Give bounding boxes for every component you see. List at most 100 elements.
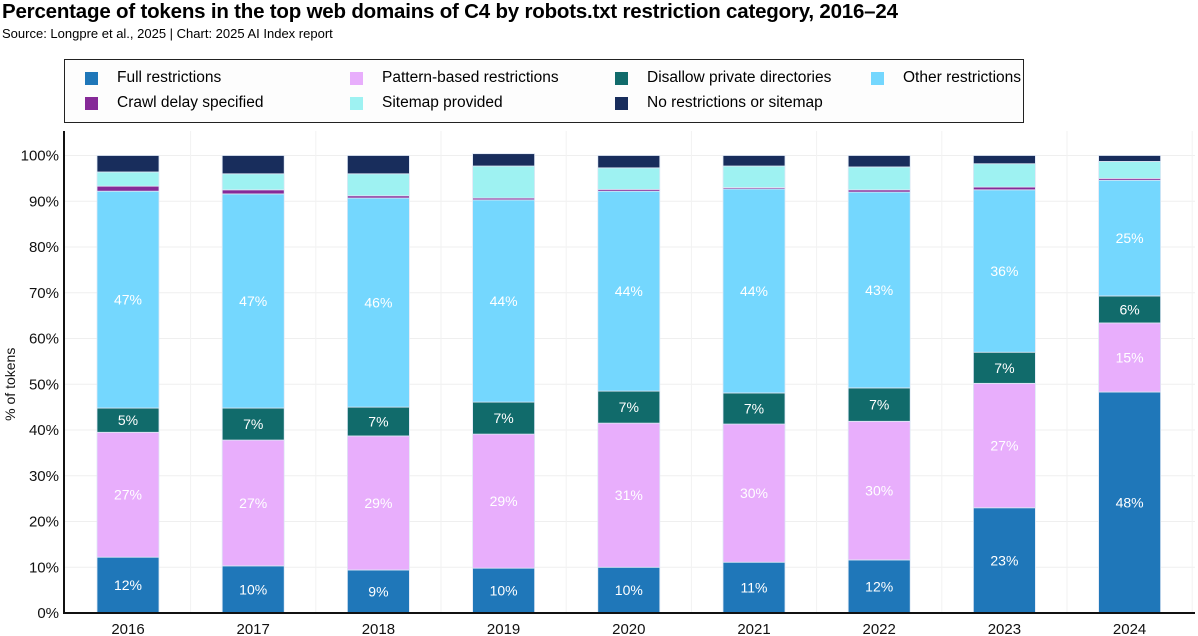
data-label: 47% [114, 292, 142, 308]
legend-label: Sitemap provided [382, 94, 503, 111]
data-label: 23% [990, 552, 1018, 568]
bar-segment [221, 407, 285, 441]
bar-segment [597, 167, 661, 190]
data-label: 9% [368, 583, 388, 599]
legend-item: Sitemap provided [350, 94, 503, 112]
axes: 0% 10% 20% 30% 40% 50% 60% 70% 80% 90% 100% 2016 201… [2, 131, 1195, 636]
bar-segment [597, 190, 661, 392]
data-label: 36% [990, 263, 1018, 279]
bar-segment [847, 155, 911, 168]
bar-segment [973, 155, 1036, 165]
data-label: 10% [239, 581, 267, 597]
bar-segment [346, 569, 410, 614]
bar-stack-2019: 10% 29% 7% 44% [472, 153, 536, 614]
bar-segment [221, 193, 285, 409]
bar-segment [973, 163, 1036, 188]
bar-segment [96, 185, 160, 192]
data-label: 10% [490, 583, 518, 599]
x-tick-label: 2021 [737, 621, 770, 636]
bar-segment [96, 556, 160, 614]
bar-segment [973, 351, 1036, 384]
bar-segment [1098, 155, 1161, 162]
legend-swatch [615, 96, 628, 110]
y-tick-label: 30% [29, 468, 59, 485]
legend-swatch [85, 71, 98, 85]
data-label: 44% [615, 283, 643, 299]
bar-segment [597, 422, 661, 568]
data-label: 29% [364, 495, 392, 511]
bar-segment [221, 173, 285, 191]
data-label: 44% [490, 293, 518, 309]
bar-segment [847, 387, 911, 422]
bar-segment [221, 439, 285, 567]
bar-segment [96, 407, 160, 433]
bar-stack-2018: 9% 29% 7% 46% [346, 155, 410, 614]
bar-segment [346, 197, 410, 408]
y-tick-label: 70% [29, 285, 59, 302]
y-tick-label: 80% [29, 239, 59, 256]
data-label: 5% [118, 412, 138, 428]
data-label: 7% [869, 397, 889, 413]
legend-label: Disallow private directories [647, 69, 832, 86]
data-label: 7% [744, 400, 764, 416]
bar-segment [472, 165, 536, 199]
bars: 12% 27% 5% 47% 10% 27% 7% 47% 9% 29% 7% 46% 10% 29% 7%… [96, 153, 1161, 614]
data-label: 47% [239, 293, 267, 309]
legend-swatch [350, 71, 363, 85]
bar-segment [96, 155, 160, 173]
bar-stack-2024: 48% 15% 6% 25% [1098, 155, 1161, 614]
data-label: 30% [740, 485, 768, 501]
y-tick-label: 60% [29, 331, 59, 348]
data-label: 25% [1116, 230, 1144, 246]
bar-segment [973, 507, 1036, 614]
data-label: 7% [619, 399, 639, 415]
bar-segment [1098, 179, 1161, 297]
bar-segment [96, 190, 160, 409]
bar-segment [346, 155, 410, 175]
y-tick-label: 90% [29, 193, 59, 210]
data-label: 43% [865, 282, 893, 298]
bar-segment [722, 423, 786, 563]
y-tick-label: 20% [29, 514, 59, 531]
bar-segment [221, 189, 285, 195]
data-label: 27% [114, 487, 142, 503]
bar-segment [973, 189, 1036, 353]
bar-segment [346, 406, 410, 437]
data-label: 30% [865, 483, 893, 499]
x-tick-label: 2020 [612, 621, 645, 636]
legend-label: Pattern-based restrictions [382, 69, 559, 86]
legend-item: Other restrictions [871, 69, 1021, 87]
data-label: 7% [243, 416, 263, 432]
data-label: 29% [490, 493, 518, 509]
bar-segment [847, 420, 911, 561]
data-label: 27% [239, 495, 267, 511]
bar-stack-2020: 10% 31% 7% 44% [597, 155, 661, 614]
x-tick-label: 2016 [111, 621, 144, 636]
legend-item: Disallow private directories [615, 69, 831, 87]
y-tick-label: 0% [37, 605, 59, 622]
legend: Full restrictions Pattern-based restricti… [64, 59, 1024, 123]
x-tick-label: 2017 [237, 621, 270, 636]
y-axis-title: % of tokens [2, 348, 18, 421]
legend-label: Crawl delay specified [117, 94, 264, 111]
bar-segment [96, 431, 160, 558]
legend-item: No restrictions or sitemap [615, 94, 823, 112]
data-label: 15% [1116, 349, 1144, 365]
data-label: 31% [615, 487, 643, 503]
legend-label: No restrictions or sitemap [647, 94, 823, 111]
y-tick-label: 10% [29, 559, 59, 576]
data-label: 7% [368, 414, 388, 430]
bar-segment [221, 155, 285, 175]
legend-label: Full restrictions [117, 69, 222, 86]
bar-segment [597, 566, 661, 614]
chart-title: Percentage of tokens in the top web doma… [2, 0, 898, 23]
x-tick-label: 2019 [487, 621, 520, 636]
bar-segment [346, 435, 410, 571]
data-label: 46% [364, 295, 392, 311]
bar-segment [472, 199, 536, 403]
legend-swatch [871, 71, 884, 85]
bar-stack-2017: 10% 27% 7% 47% [221, 155, 285, 614]
bar-segment [472, 433, 536, 569]
legend-item: Pattern-based restrictions [350, 69, 559, 87]
bar-stack-2022: 12% 30% 7% 43% [847, 155, 911, 614]
